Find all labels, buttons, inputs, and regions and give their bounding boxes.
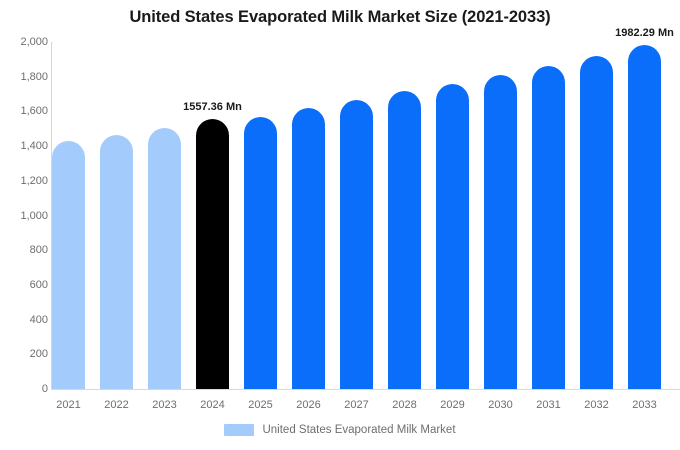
legend-label: United States Evaporated Milk Market xyxy=(262,424,456,436)
bar-slot xyxy=(532,42,565,389)
x-axis-tick-2021: 2021 xyxy=(56,399,81,411)
bar-value-label-2033: 1982.29 Mn xyxy=(615,27,674,40)
bar-slot xyxy=(52,42,85,389)
y-axis-tick: 1,800 xyxy=(20,70,48,83)
y-axis-tick: 0 xyxy=(41,383,48,395)
x-axis-tick-2033: 2033 xyxy=(632,399,657,411)
bar-2023[interactable] xyxy=(148,128,181,389)
bar-2025[interactable] xyxy=(244,116,277,389)
bar-slot xyxy=(244,42,277,389)
bar-slot xyxy=(484,42,517,389)
y-axis-tick: 1,200 xyxy=(20,174,48,187)
bar-slot xyxy=(580,42,613,389)
y-axis-tick: 600 xyxy=(29,278,48,291)
chart-legend: United States Evaporated Milk Market xyxy=(0,424,680,436)
plot-area: 1557.36 Mn 1982.29 Mn xyxy=(52,27,680,389)
bar-slot xyxy=(100,42,133,389)
bar-2030[interactable] xyxy=(484,74,517,389)
chart-title: United States Evaporated Milk Market Siz… xyxy=(129,8,551,26)
bar-2027[interactable] xyxy=(340,100,373,389)
bar-slot xyxy=(292,42,325,389)
bar-slot xyxy=(148,42,181,389)
y-axis-tick: 800 xyxy=(29,244,48,257)
x-axis-tick-2030: 2030 xyxy=(488,399,513,411)
bar-2032[interactable] xyxy=(580,56,613,389)
y-axis-line xyxy=(51,42,52,390)
bar-2033[interactable] xyxy=(628,45,661,389)
x-axis-tick-2023: 2023 xyxy=(152,399,177,411)
x-axis-baseline xyxy=(51,389,680,390)
legend-item[interactable]: United States Evaporated Milk Market xyxy=(224,424,456,436)
x-axis-tick-2032: 2032 xyxy=(584,399,609,411)
bar-value-label-2024: 1557.36 Mn xyxy=(183,100,242,113)
bar-slot: 1557.36 Mn xyxy=(183,42,242,389)
y-axis-tick: 1,000 xyxy=(20,209,48,222)
y-axis-tick: 1,400 xyxy=(20,140,48,153)
legend-swatch xyxy=(224,424,255,436)
bar-2029[interactable] xyxy=(436,83,469,389)
x-axis-tick-2029: 2029 xyxy=(440,399,465,411)
x-axis-tick-2022: 2022 xyxy=(104,399,129,411)
bar-2026[interactable] xyxy=(292,107,325,389)
x-axis-tick-2025: 2025 xyxy=(248,399,273,411)
y-axis-tick: 1,600 xyxy=(20,105,48,118)
x-axis-tick-2031: 2031 xyxy=(536,399,561,411)
x-axis-tick-2024: 2024 xyxy=(200,399,225,411)
bar-2031[interactable] xyxy=(532,65,565,389)
x-axis-tick-2028: 2028 xyxy=(392,399,417,411)
bar-2024[interactable] xyxy=(196,118,229,389)
y-axis-tick: 2,000 xyxy=(20,36,48,48)
bar-slot xyxy=(388,42,421,389)
bar-2021[interactable] xyxy=(52,140,85,389)
bar-slot xyxy=(340,42,373,389)
bar-slot xyxy=(436,42,469,389)
bar-2028[interactable] xyxy=(388,91,421,389)
y-axis-tick: 200 xyxy=(29,348,48,361)
x-axis-tick-2027: 2027 xyxy=(344,399,369,411)
bar-slot: 1982.29 Mn xyxy=(615,27,674,389)
y-axis-tick: 400 xyxy=(29,313,48,326)
bar-2022[interactable] xyxy=(100,135,133,389)
x-axis-tick-2026: 2026 xyxy=(296,399,321,411)
